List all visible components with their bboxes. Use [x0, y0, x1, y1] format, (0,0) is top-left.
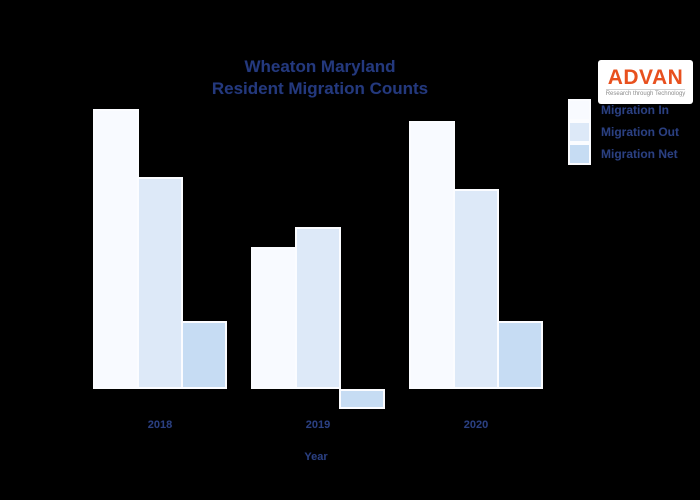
chart-title-line2: Resident Migration Counts	[211, 79, 429, 98]
bar-migration-in-2020	[409, 121, 455, 389]
bar-migration-out-2019	[295, 227, 341, 389]
legend-label: Migration In	[601, 103, 669, 117]
x-tick-label: 2018	[147, 419, 173, 431]
bar-migration-net-2019	[339, 389, 385, 409]
legend-item: Migration Net	[568, 143, 679, 165]
chart-legend: Migration In Migration Out Migration Net	[568, 99, 679, 165]
bar-migration-in-2019	[251, 247, 297, 389]
x-tick-label: 2020	[463, 419, 489, 431]
legend-swatch-icon	[568, 143, 591, 165]
x-axis-label: Year	[304, 451, 328, 463]
bar-migration-out-2018	[137, 177, 183, 389]
bar-migration-net-2018	[181, 321, 227, 389]
advan-logo-text: ADVAN	[607, 66, 684, 89]
chart-title: Wheaton Maryland Resident Migration Coun…	[100, 56, 540, 100]
legend-swatch-icon	[568, 121, 591, 143]
chart-title-line1: Wheaton Maryland	[244, 57, 396, 76]
x-tick-label: 2019	[305, 419, 331, 431]
legend-item: Migration In	[568, 99, 679, 121]
legend-swatch-icon	[568, 99, 591, 121]
advan-logo-tagline: Research through Technology	[605, 89, 686, 97]
bar-migration-out-2020	[453, 189, 499, 389]
legend-label: Migration Out	[601, 125, 679, 139]
advan-logo: ADVAN Research through Technology	[598, 60, 693, 104]
legend-item: Migration Out	[568, 121, 679, 143]
bar-migration-in-2018	[93, 109, 139, 389]
legend-label: Migration Net	[601, 147, 678, 161]
bar-migration-net-2020	[497, 321, 543, 389]
